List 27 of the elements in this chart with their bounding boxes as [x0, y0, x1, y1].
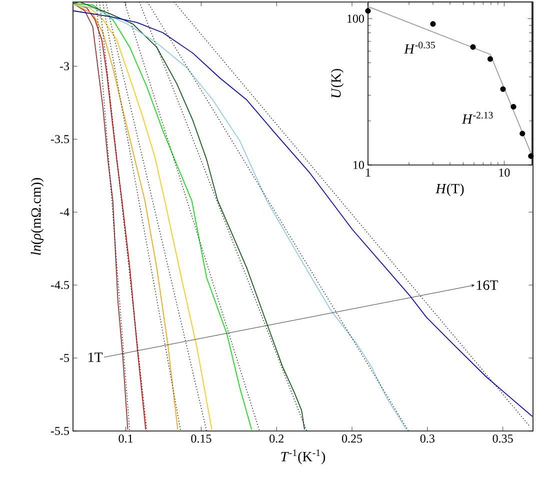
y-tick-label: -5 — [60, 354, 70, 362]
x-tick-label: 0.2 — [270, 434, 284, 443]
y-tick-label: 100 — [348, 14, 364, 23]
x-axis-title: T$^{-1}$(K$^{-1}$) — [281, 450, 326, 464]
annotation: H$^{-2.13}$ — [462, 112, 493, 124]
y-tick-label: -3.5 — [50, 135, 70, 144]
y-axis-title: ln(ρ(mΩ.cm)) — [30, 178, 44, 255]
y-tick-label: -3 — [60, 62, 70, 70]
y-tick-label: -5.5 — [50, 426, 70, 435]
x-tick-label: 0.3 — [420, 434, 434, 443]
y-axis-title: U(K) — [330, 68, 344, 98]
line-series — [73, 10, 533, 417]
y-tick-label: -4.5 — [50, 281, 70, 290]
x-axis-title: H(T) — [436, 183, 464, 196]
line-series — [73, 2, 305, 430]
line-series — [73, 3, 178, 430]
x-tick-label: 1 — [366, 168, 370, 176]
annotation: 16T — [476, 280, 498, 290]
x-tick-label: 0.15 — [191, 434, 212, 443]
x-tick-label: 0.1 — [118, 434, 133, 443]
y-tick-label: -4 — [60, 208, 70, 216]
x-tick-label: 0.35 — [492, 434, 513, 443]
x-tick-label: 0.25 — [342, 434, 362, 443]
annotation: 1T — [88, 352, 103, 362]
annotation: H$^{-0.35}$ — [404, 42, 435, 54]
line-series — [73, 3, 212, 430]
line-series — [73, 3, 252, 430]
